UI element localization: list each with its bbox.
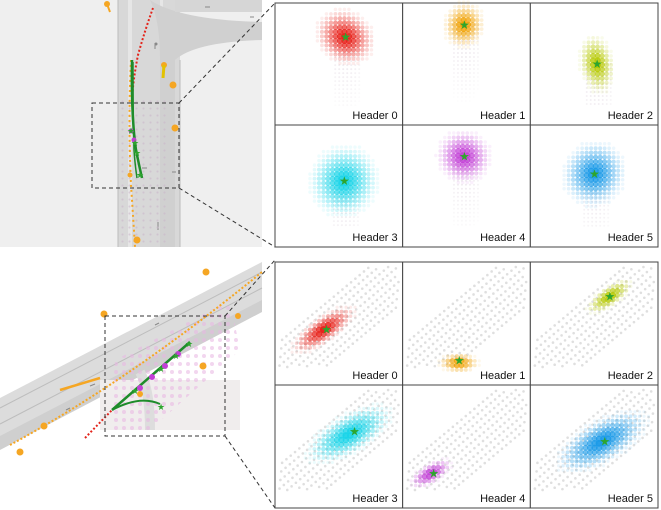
header-label: Header 2 [608,110,653,122]
zoom-box-top [91,102,180,189]
header-cell: ★ Header 4 [402,124,531,248]
svg-text:★: ★ [131,386,139,396]
header-label: Header 4 [480,493,525,505]
header-label: Header 5 [608,493,653,505]
attention-dots [577,36,614,105]
header-cell: ★ Header 5 [529,384,659,509]
ground-truth-star-icon: ★ [592,57,603,71]
ground-truth-star-icon: ★ [321,323,332,337]
attention-dots [405,388,528,492]
svg-text:★: ★ [185,339,193,349]
attention-dots [533,265,656,369]
ground-truth-star-icon: ★ [459,150,470,164]
ground-truth-star-icon: ★ [604,289,615,303]
header-label: Header 0 [352,110,397,122]
predicted-trajectory [130,59,144,179]
top-header-grid: ★ Header 0 ★ Header 1 ★ Header 2 ★ Header 3 ★ Hea… [274,0,659,248]
header-label: Header 0 [352,370,397,382]
header-cell: ★ Header 2 [529,261,659,386]
bottom-header-grid: ★ Header 0 ★ Header 1 ★ Header 2 ★ Header 3 ★ Hea… [274,261,659,509]
svg-text:★: ★ [127,126,135,136]
zoom-box-bottom [104,315,226,437]
svg-text:★: ★ [133,148,141,158]
attention-dots [443,0,484,98]
ground-truth-star-icon: ★ [340,30,351,44]
agents-bottom [16,268,241,456]
header-cell: ★ Header 1 [402,261,531,386]
ground-truth-star-icon: ★ [454,353,465,367]
header-cell: ★ Header 2 [529,2,659,126]
svg-text:★: ★ [136,170,144,180]
header-label: Header 5 [608,232,653,244]
attention-dots [278,388,400,492]
ground-truth-star-icon: ★ [589,167,600,181]
ground-truth-star-icon: ★ [428,467,439,481]
header-label: Header 1 [480,110,525,122]
attention-dots [405,265,528,372]
bottom-map-scene: ★ ★ ★ ★ ★ [0,256,276,510]
attention-dots [533,388,656,492]
header-cell: ★ Header 5 [529,124,659,248]
header-cell: ★ Header 3 [274,384,404,509]
header-cell: ★ Header 0 [274,261,404,386]
attention-dots [434,131,492,226]
header-cell: ★ Header 0 [274,2,404,126]
ground-truth-star-icon: ★ [349,425,360,439]
header-cell: ★ Header 1 [402,0,531,126]
ground-truth-star-icon: ★ [459,18,470,32]
header-label: Header 4 [480,232,525,244]
attention-dots [308,145,380,227]
svg-text:★: ★ [131,138,139,148]
header-label: Header 3 [352,493,397,505]
header-cell: ★ Header 4 [402,384,531,509]
header-label: Header 3 [352,232,397,244]
ground-truth-star-icon: ★ [599,435,610,449]
history-track [131,7,154,101]
attention-dots [315,7,374,107]
svg-text:★: ★ [157,364,165,374]
attention-dots [562,141,625,227]
agents [104,1,179,244]
svg-text:★: ★ [172,351,180,361]
header-label: Header 1 [480,370,525,382]
svg-text:★: ★ [157,402,165,412]
top-map-scene: ★ ★ ★ ★ [0,0,276,248]
ground-truth-star-icon: ★ [339,174,350,188]
attention-dots [278,265,400,369]
header-cell: ★ Header 3 [274,124,404,248]
header-label: Header 2 [608,370,653,382]
